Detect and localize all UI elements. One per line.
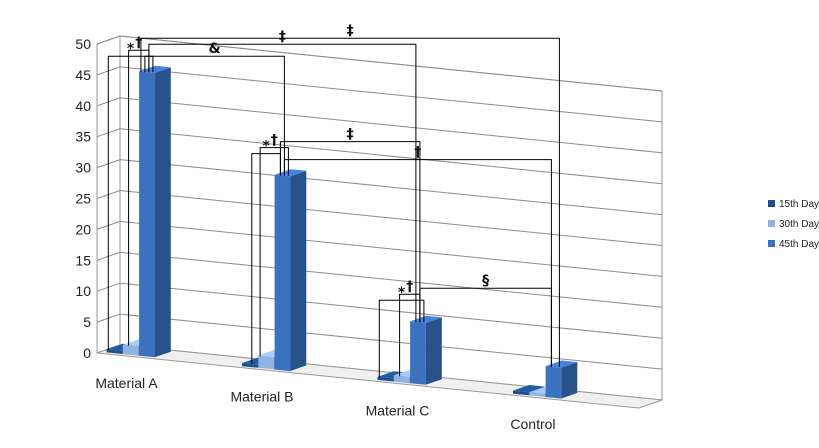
legend-item: 45th Day: [768, 239, 819, 250]
y-tick-label: 35: [75, 129, 91, 145]
y-tick-label: 45: [75, 67, 91, 83]
bracket-line: [259, 147, 289, 357]
gridline: [96, 159, 663, 216]
bar-front: [529, 392, 545, 397]
gridline: [96, 128, 663, 185]
significance-bracket: †: [259, 133, 289, 357]
significance-bracket: *: [378, 285, 425, 378]
significance-bracket: *: [107, 41, 154, 351]
bracket-symbol: †: [271, 133, 278, 149]
bar-front: [242, 363, 258, 368]
bar-side: [425, 317, 442, 385]
gridline: [96, 282, 663, 339]
bracket-symbol: *: [127, 41, 135, 57]
bracket-symbol: ‡: [347, 23, 354, 39]
significance-bracket: &: [144, 41, 285, 176]
bar-front: [139, 71, 155, 358]
bracket-line: [378, 299, 425, 378]
y-tick-label: 10: [75, 283, 91, 299]
bar-front: [545, 366, 562, 399]
legend-swatch: [768, 240, 775, 247]
y-tick-label: 0: [83, 345, 91, 361]
significance-brackets: * † ‡ ‡&* † ‡†* † §: [107, 23, 560, 378]
legend: 15th Day 30th Day 45th Day: [768, 199, 819, 250]
significance-bracket: ‡: [140, 23, 560, 367]
gridline: [96, 66, 663, 123]
bar-side: [154, 67, 171, 358]
bar-top: [545, 360, 578, 368]
gridline: [96, 189, 663, 246]
bracket-symbol: ‡: [347, 127, 354, 143]
bracket-line: [148, 43, 417, 323]
gridline: [96, 220, 663, 277]
y-tick-label: 30: [75, 160, 91, 176]
bracket-symbol: †: [135, 35, 142, 51]
legend-swatch: [768, 220, 775, 227]
category-label: Material C: [366, 402, 430, 418]
legend-swatch: [768, 200, 775, 207]
legend-label: 30th Day: [779, 219, 819, 230]
bar-top: [274, 169, 307, 177]
bar-side: [290, 170, 307, 372]
bracket-line: [279, 141, 421, 323]
legend-label: 15th Day: [779, 199, 819, 210]
y-tick-label: 15: [75, 252, 91, 268]
y-tick-label: 50: [75, 36, 91, 52]
bar-front: [410, 321, 426, 385]
significance-bracket: †: [283, 145, 552, 367]
bracket-symbol: &: [208, 41, 220, 57]
bracket-symbol: †: [414, 145, 421, 161]
significance-bracket: §: [419, 273, 552, 367]
legend-item: 15th Day: [768, 199, 819, 210]
bar-top: [513, 385, 545, 393]
bar: [274, 169, 307, 372]
bracket-symbol: *: [262, 139, 270, 155]
bracket-symbol: *: [398, 285, 406, 301]
y-tick-label: 40: [75, 98, 91, 114]
bracket-line: [140, 37, 560, 367]
significance-bracket: ‡: [279, 127, 421, 323]
legend-label: 45th Day: [779, 239, 819, 250]
gridline: [96, 251, 663, 308]
bar-front: [393, 375, 410, 384]
bar-front: [274, 174, 291, 372]
significance-bracket: ‡: [148, 29, 417, 323]
bracket-line: [107, 55, 154, 351]
bar-side: [561, 362, 578, 399]
bar-front: [106, 349, 123, 354]
bar-front: [377, 376, 394, 382]
bracket-line: [283, 159, 552, 367]
y-axis: 0 5 10 15 20 25 30 35 40 45 50: [75, 36, 91, 361]
bar: [410, 315, 442, 385]
bracket-symbol: ‡: [279, 29, 286, 45]
bar-top: [139, 65, 171, 73]
category-label: Control: [510, 416, 555, 432]
bars: [106, 65, 578, 399]
bar: [139, 65, 171, 358]
y-tick-label: 20: [75, 221, 91, 237]
bar-front: [513, 390, 529, 396]
category-label: Material B: [230, 389, 293, 405]
y-tick-label: 25: [75, 191, 91, 207]
gridline: [96, 313, 663, 370]
gridline: [96, 35, 663, 92]
bracket-line: [419, 287, 552, 367]
bar-front: [258, 355, 274, 370]
bar: [545, 360, 578, 399]
bracket-symbol: †: [406, 279, 413, 295]
bar-front: [122, 344, 139, 356]
category-labels: Material A Material B Material C Control: [95, 375, 555, 432]
category-label: Material A: [95, 375, 158, 391]
bracket-symbol: §: [482, 273, 489, 289]
gridline: [96, 97, 663, 154]
y-tick-label: 5: [83, 314, 91, 330]
bar-top: [410, 315, 442, 323]
bracket-line: [144, 55, 285, 176]
legend-item: 30th Day: [768, 219, 819, 230]
